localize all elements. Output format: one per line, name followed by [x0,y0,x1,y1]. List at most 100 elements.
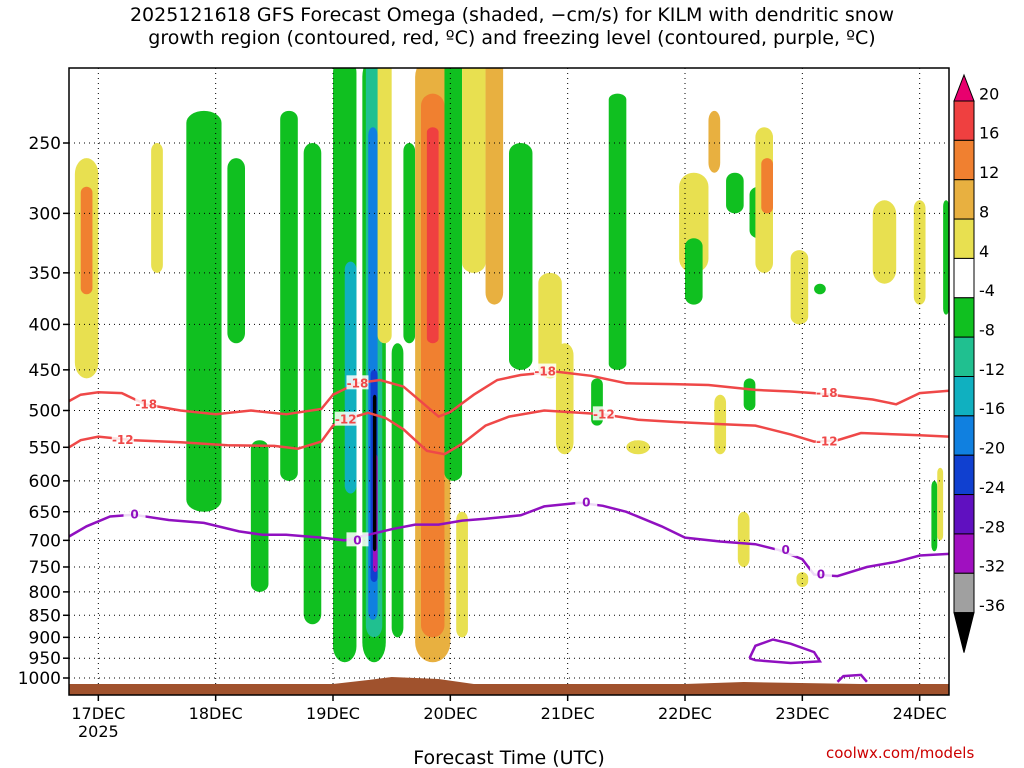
omega-shade-cell [937,467,944,541]
colorbar-label: -28 [979,517,1005,536]
y-tick-label: 900 [29,628,61,648]
colorbar-label: -20 [979,439,1005,458]
x-axis: 17DEC 18DEC 19DEC 20DEC 21DEC 22DEC 23DEC 24DEC… [71,695,947,741]
x-axis-title: Forecast Time (UTC) [413,747,604,768]
omega-shade-cell [250,440,269,592]
contour-label: -12 [335,413,357,427]
contour-label: 0 [582,496,590,510]
contour-label: -18 [816,386,838,400]
colorbar-bin [953,336,975,377]
plot-area: -18 -18 -18 -18 -12 -12 -12 -12 0 0 0 0 0 [69,68,949,695]
colorbar-bin [953,139,975,181]
omega-shade-cell [608,93,627,370]
contour-label: -18 [135,397,157,411]
contour-label-bg [346,532,369,547]
y-tick-label: 450 [29,361,61,381]
omega-shade-cell [377,68,392,344]
freezing-loop-small [836,673,868,683]
contour-label: -12 [816,435,838,449]
contour-label-bg [592,406,615,421]
y-tick-label: 500 [29,402,61,422]
omega-shade-cell [761,158,773,214]
colorbar-bin [953,454,975,496]
contour-label-bg [809,566,832,581]
contour-label: -18 [534,365,556,379]
y-tick-label: 850 [29,606,61,626]
y-tick-label: 250 [29,134,61,154]
colorbar-bin [953,179,975,220]
y-tick-label: 550 [29,438,61,458]
terrain-profile [333,677,861,684]
colorbar-label: 20 [979,84,999,103]
y-tick-label: 750 [29,558,61,578]
y-tick-label: 800 [29,583,61,603]
colorbar-bin [953,572,975,614]
credit-link[interactable]: coolwx.com/models [826,744,975,762]
y-tick-label: 700 [29,531,61,551]
x-tick-label: 17DEC [71,704,125,723]
colorbar-label: -32 [979,557,1005,576]
omega-shade-cell [372,394,377,552]
colorbar-bin [953,415,975,456]
omega-shade-cell [626,440,650,455]
y-tick-label: 1000 [18,669,61,689]
omega-shade-cell [151,143,163,273]
colorbar-bin [953,218,975,259]
contour-label-bg [123,506,146,521]
y-tick-label: 300 [29,204,61,224]
contour-label-bg [534,363,557,378]
x-tick-label: 22DEC [658,704,712,723]
colorbar-label: 12 [979,163,999,182]
colorbar-bottom-arrow [953,612,975,653]
y-tick-label: 350 [29,264,61,284]
omega-shade-cell [80,186,93,295]
colorbar-bin [953,257,975,299]
x-tick-label: 24DEC [893,704,947,723]
omega-shade-cell [726,172,744,214]
title-line-2: growth region (contoured, red, ºC) and f… [148,27,876,49]
omega-shade-cell [426,127,439,344]
contour-label-bg [346,375,369,390]
contour-label-bg [815,433,838,448]
omega-shade-cell [708,110,721,173]
omega-shade-cell [280,110,298,481]
omega-shade-cell [931,480,938,552]
omega-shade-cell [509,143,533,370]
colorbar-label: -8 [979,320,995,339]
omega-shade-cell [943,200,949,315]
contour-0 [69,501,949,578]
colorbar-bin [953,376,975,417]
y-axis: 2503003504004505005506006507007508008509… [18,134,69,689]
colorbar-bin [953,533,975,574]
y-tick-label: 600 [29,472,61,492]
omega-shade-cell [913,200,926,305]
freezing-loop [748,638,823,665]
omega-shade-cell [485,68,504,305]
title-line-1: 2025121618 GFS Forecast Omega (shaded, −… [129,4,895,26]
contour-label-bg [815,385,838,400]
colorbar-label: 4 [979,242,989,261]
x-tick-label: 19DEC [306,704,360,723]
contour-label: 0 [782,543,790,557]
colorbar-label: 16 [979,124,999,143]
omega-shade-cell [456,511,468,638]
contour-label: -12 [112,433,134,447]
omega-shade-cell [737,511,750,567]
omega-shade-cell [796,572,809,588]
contour-label-bg [774,542,797,557]
omega-shade-cell [814,283,826,295]
x-tick-sublabel: 2025 [78,722,119,741]
omega-shade-cell [391,343,404,638]
omega-shade-cell [227,158,245,344]
x-tick-label: 23DEC [775,704,829,723]
omega-shade-cell [555,343,574,455]
colorbar-bin [953,494,975,535]
contour-label: 0 [353,533,361,547]
y-tick-label: 650 [29,503,61,523]
contour-label: 0 [130,508,138,522]
colorbar-label: -12 [979,360,1005,379]
contour-label: 0 [817,568,825,582]
omega-shade-cell [403,143,416,344]
omega-shade-cell [872,200,897,284]
